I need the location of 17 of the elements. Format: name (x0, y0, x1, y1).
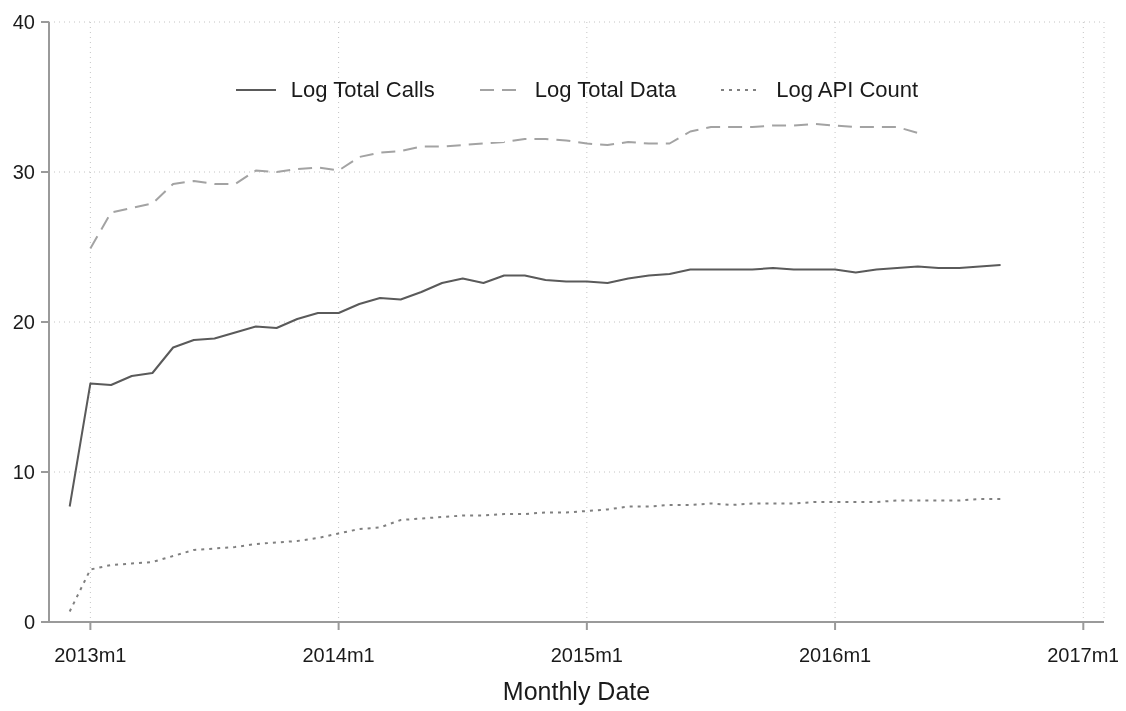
y-tick-label: 40 (12, 11, 35, 34)
legend-label: Log API Count (776, 77, 919, 103)
line-series (89, 123, 919, 250)
y-tick-label: 0 (23, 611, 35, 634)
x-tick-label: 2016m1 (798, 644, 872, 667)
y-tick-label: 20 (12, 311, 35, 334)
legend-label: Log Total Calls (290, 77, 435, 103)
y-tick-label: 30 (12, 161, 35, 184)
legend-label: Log Total Data (534, 77, 677, 103)
x-axis-title: Monthly Date (502, 677, 651, 705)
x-tick-label: 2014m1 (302, 644, 375, 667)
y-tick-label: 10 (12, 461, 35, 484)
x-tick-label: 2015m1 (550, 644, 623, 667)
x-tick-label: 2013m1 (54, 644, 127, 667)
line-series (68, 264, 1002, 508)
x-tick-label: 2017m1 (1047, 644, 1120, 667)
line-series (68, 498, 1002, 613)
